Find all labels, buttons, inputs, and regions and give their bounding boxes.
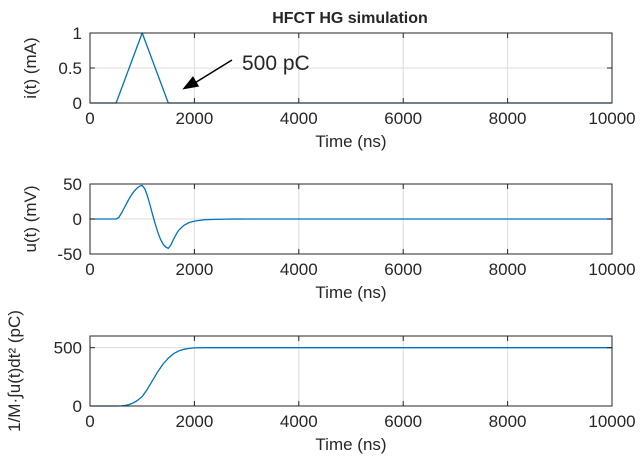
- x-tick-label: 10000: [588, 412, 635, 431]
- plot-current: 0 2000 4000 6000 8000 10000 0 0.5 1 Time (ns) i(t)…: [21, 24, 636, 151]
- x-tick-label: 10000: [588, 260, 635, 279]
- annotation-arrow-shaft: [191, 59, 233, 86]
- y-tick-label: 0: [73, 94, 82, 113]
- axes-box: [89, 335, 613, 407]
- y-tick-label: 0: [73, 397, 82, 416]
- y-axis-title: i(t) (mA): [21, 37, 40, 98]
- y-tick-label: 1: [73, 24, 82, 43]
- x-axis-title: Time (ns): [315, 132, 386, 151]
- x-tick-label: 0: [85, 260, 94, 279]
- figure-title: HFCT HG simulation: [272, 10, 428, 27]
- x-tick-label: 4000: [280, 412, 318, 431]
- x-tick-label: 4000: [280, 109, 318, 128]
- x-axis-title: Time (ns): [315, 435, 386, 454]
- x-tick-label: 0: [85, 109, 94, 128]
- y-axis-title: u(t) (mV): [21, 185, 40, 252]
- y-axis-title: 1/M·∫u(t)dt² (pC): [5, 310, 24, 432]
- y-tick-label: 500: [54, 339, 82, 358]
- x-tick-label: 2000: [175, 412, 213, 431]
- x-tick-label: 6000: [384, 412, 422, 431]
- x-tick-label: 2000: [175, 109, 213, 128]
- x-axis-title: Time (ns): [315, 283, 386, 302]
- x-tick-label: 0: [85, 412, 94, 431]
- y-tick-label: 0.5: [58, 59, 82, 78]
- y-tick-label: 50: [63, 175, 82, 194]
- series-line: [90, 347, 612, 407]
- x-tick-label: 8000: [489, 412, 527, 431]
- series-line: [90, 184, 612, 250]
- annotation-text: 500 pC: [242, 52, 310, 75]
- x-tick-label: 8000: [489, 109, 527, 128]
- plot-charge: 0 2000 4000 6000 8000 10000 0 500 Time (ns) 1/M·∫…: [5, 310, 636, 454]
- annotation-arrow-head: [182, 76, 200, 90]
- x-tick-label: 4000: [280, 260, 318, 279]
- x-tick-label: 6000: [384, 260, 422, 279]
- y-tick-label: -50: [57, 245, 82, 264]
- x-tick-label: 8000: [489, 260, 527, 279]
- y-tick-label: 0: [73, 210, 82, 229]
- x-tick-label: 10000: [588, 109, 635, 128]
- x-tick-label: 6000: [384, 109, 422, 128]
- x-tick-label: 2000: [175, 260, 213, 279]
